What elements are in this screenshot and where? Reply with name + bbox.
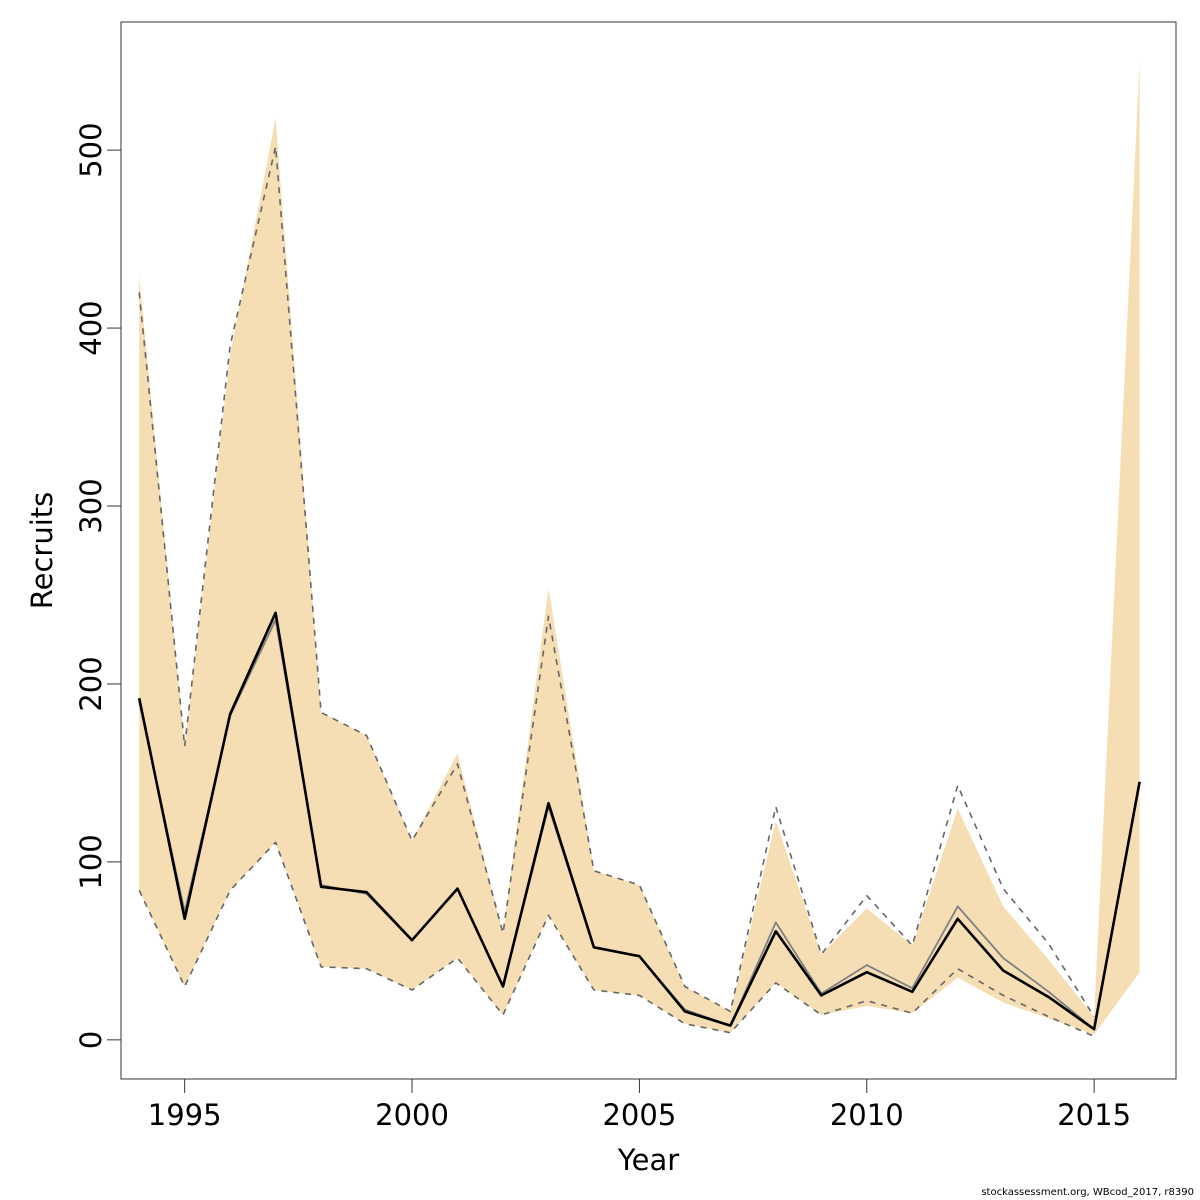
y-tick-label: 200 (74, 656, 108, 711)
confidence-band-layer (139, 61, 1140, 1035)
y-tick-label: 0 (74, 1031, 108, 1049)
axes-layer: 1995 2000 2005 2010 2015 0 100 200 300 400 500 (74, 122, 1131, 1132)
x-tick-label: 2005 (602, 1098, 676, 1132)
series-line-previous-lower-ci (138, 841, 1095, 1038)
y-axis-title: Recruits (25, 492, 59, 609)
footnote: stockassessment.org, WBcod_2017, r8390 (981, 1187, 1194, 1198)
confidence-band (139, 61, 1140, 1035)
series-line-previous-upper-ci (138, 145, 1095, 1018)
y-tick-label: 500 (74, 122, 108, 177)
x-tick-label: 2010 (830, 1098, 904, 1132)
x-tick-label: 1995 (148, 1098, 222, 1132)
series-lines-layer (137, 145, 1141, 1038)
y-tick-label: 100 (74, 834, 108, 889)
x-axis-title: Year (617, 1143, 679, 1177)
x-tick-label: 2015 (1057, 1098, 1131, 1132)
series-line-current-estimate (137, 611, 1141, 1031)
y-tick-label: 300 (74, 478, 108, 533)
x-tick-label: 2000 (375, 1098, 449, 1132)
y-tick-label: 400 (74, 300, 108, 355)
